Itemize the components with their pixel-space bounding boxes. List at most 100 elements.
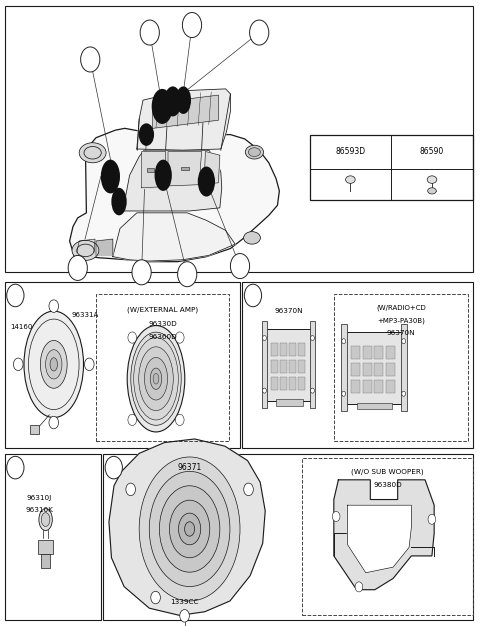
Bar — [147, 168, 154, 172]
Ellipse shape — [41, 513, 50, 526]
Polygon shape — [109, 439, 265, 615]
Circle shape — [178, 262, 197, 287]
Text: 86593D: 86593D — [336, 146, 365, 155]
Polygon shape — [334, 480, 434, 590]
Text: (W/EXTERNAL AMP): (W/EXTERNAL AMP) — [127, 307, 198, 313]
Ellipse shape — [144, 357, 168, 400]
Bar — [242, 282, 473, 448]
Text: c: c — [147, 28, 152, 37]
Bar — [262, 321, 267, 408]
Circle shape — [128, 414, 137, 426]
Bar — [351, 380, 360, 393]
Circle shape — [81, 47, 100, 72]
Circle shape — [263, 388, 266, 393]
Ellipse shape — [24, 311, 84, 418]
Bar — [310, 321, 315, 408]
Text: 96370N: 96370N — [275, 308, 303, 314]
Polygon shape — [348, 505, 411, 573]
Ellipse shape — [101, 160, 120, 193]
Circle shape — [132, 260, 151, 285]
Bar — [363, 380, 372, 393]
Circle shape — [175, 332, 184, 343]
Circle shape — [140, 20, 159, 45]
Bar — [351, 363, 360, 376]
Bar — [334, 294, 468, 441]
Text: 96330D: 96330D — [148, 321, 177, 327]
Circle shape — [342, 391, 346, 396]
Polygon shape — [113, 213, 235, 261]
Bar — [5, 454, 101, 620]
Bar — [357, 403, 392, 409]
Ellipse shape — [72, 240, 99, 260]
Ellipse shape — [131, 332, 181, 425]
Bar — [30, 425, 39, 434]
Bar — [310, 135, 473, 200]
Text: 96370N: 96370N — [386, 330, 415, 336]
Text: b: b — [250, 291, 256, 300]
Bar — [103, 454, 473, 620]
Bar — [96, 294, 229, 441]
Circle shape — [126, 483, 135, 496]
Ellipse shape — [139, 123, 154, 146]
Circle shape — [428, 515, 436, 525]
Bar — [181, 167, 189, 170]
Circle shape — [244, 284, 262, 307]
Text: d: d — [111, 463, 117, 472]
Ellipse shape — [243, 232, 260, 244]
Polygon shape — [96, 239, 113, 255]
Ellipse shape — [179, 513, 201, 545]
Text: 96331A: 96331A — [71, 312, 98, 318]
Circle shape — [182, 13, 202, 38]
Ellipse shape — [153, 373, 159, 384]
Ellipse shape — [249, 148, 260, 156]
Circle shape — [230, 254, 250, 279]
Bar — [351, 346, 360, 359]
Circle shape — [13, 358, 23, 371]
Bar — [271, 377, 278, 390]
Bar — [280, 343, 287, 356]
Polygon shape — [204, 151, 220, 184]
Bar — [5, 6, 473, 272]
Ellipse shape — [185, 522, 195, 536]
Bar — [299, 343, 305, 356]
Circle shape — [342, 339, 346, 344]
Circle shape — [68, 255, 87, 280]
Ellipse shape — [428, 188, 436, 194]
Circle shape — [151, 592, 160, 604]
Ellipse shape — [139, 457, 240, 601]
Bar — [363, 346, 372, 359]
Text: (W/RADIO+CD: (W/RADIO+CD — [376, 305, 426, 311]
Bar — [276, 399, 303, 406]
Text: 96371: 96371 — [178, 463, 202, 472]
Text: c: c — [88, 55, 93, 64]
Bar — [374, 363, 384, 376]
Bar — [299, 377, 305, 390]
Ellipse shape — [79, 143, 106, 163]
Ellipse shape — [169, 500, 210, 558]
Text: 14160: 14160 — [11, 324, 33, 330]
Ellipse shape — [150, 368, 162, 389]
Circle shape — [263, 336, 266, 341]
Ellipse shape — [245, 145, 264, 159]
Bar — [271, 343, 278, 356]
Ellipse shape — [46, 350, 62, 379]
Bar — [374, 380, 384, 393]
Text: 86590: 86590 — [420, 146, 444, 155]
Ellipse shape — [198, 167, 215, 197]
Polygon shape — [70, 128, 279, 262]
Text: d: d — [189, 21, 195, 29]
Text: 96310K: 96310K — [25, 507, 53, 513]
Text: a: a — [75, 264, 80, 272]
Circle shape — [49, 416, 59, 429]
Ellipse shape — [149, 471, 230, 587]
Circle shape — [402, 339, 406, 344]
Polygon shape — [153, 95, 218, 128]
Text: b: b — [256, 28, 262, 37]
Circle shape — [332, 511, 340, 521]
Ellipse shape — [152, 89, 173, 124]
Bar — [280, 377, 287, 390]
Bar — [386, 363, 395, 376]
Ellipse shape — [159, 486, 220, 572]
Bar — [266, 329, 312, 401]
Bar — [386, 346, 395, 359]
